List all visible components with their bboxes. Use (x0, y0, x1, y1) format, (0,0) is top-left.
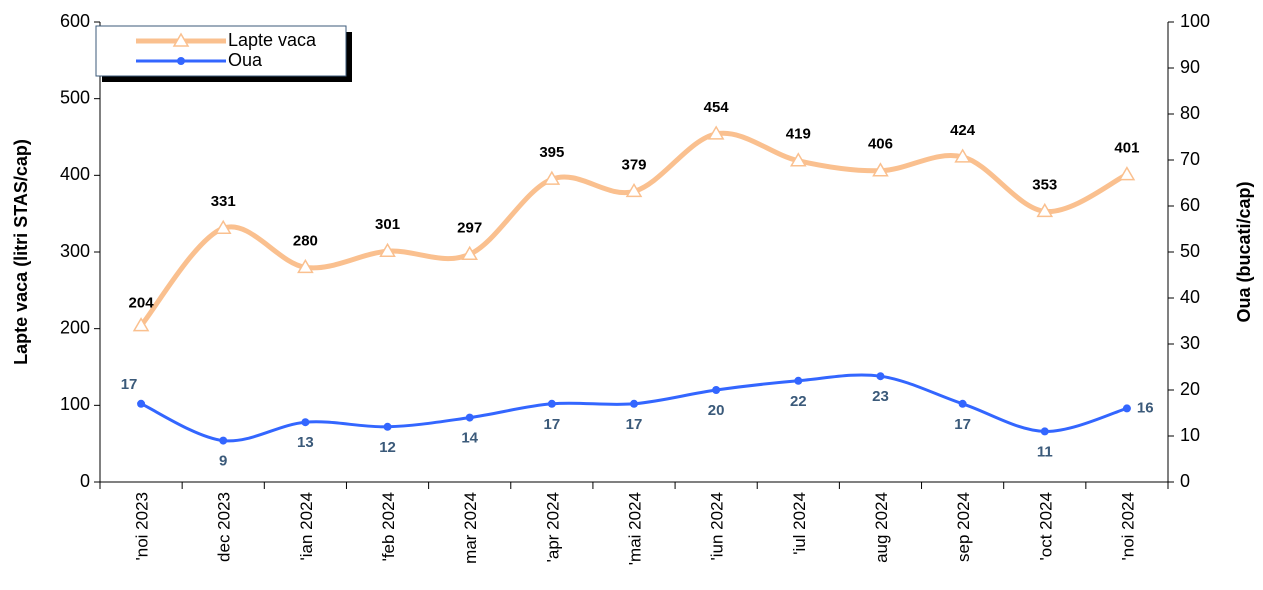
data-label: 454 (704, 99, 730, 116)
y2-tick-label: 20 (1180, 379, 1200, 399)
data-label: 353 (1032, 176, 1057, 193)
data-label: 13 (297, 434, 314, 451)
y2-axis-title: Oua (bucati/cap) (1234, 181, 1254, 322)
marker (1040, 427, 1049, 436)
data-label: 17 (626, 416, 643, 433)
y-tick-label: 600 (60, 11, 90, 31)
y2-tick-label: 70 (1180, 149, 1200, 169)
data-label: 379 (621, 156, 646, 173)
marker (1118, 166, 1136, 181)
marker (1122, 404, 1131, 413)
marker (547, 399, 556, 408)
data-label: 424 (950, 122, 976, 139)
y-tick-label: 500 (60, 87, 90, 107)
marker (132, 317, 150, 332)
legend (95, 25, 347, 77)
data-label: 419 (786, 126, 811, 143)
x-tick-label: 'noi 2024 (1118, 492, 1137, 560)
y-tick-label: 300 (60, 241, 90, 261)
marker (137, 399, 146, 408)
y-tick-label: 200 (60, 317, 90, 337)
marker (1036, 202, 1054, 218)
x-tick-label: 'iun 2024 (708, 492, 727, 560)
data-label: 297 (457, 219, 482, 236)
marker (630, 399, 638, 408)
marker (625, 182, 643, 198)
marker (379, 242, 396, 257)
x-tick-label: aug 2024 (872, 492, 891, 563)
y2-tick-label: 90 (1180, 57, 1200, 77)
marker (301, 418, 310, 427)
marker (297, 258, 314, 274)
y-tick-label: 400 (60, 164, 90, 184)
data-label: 280 (293, 232, 318, 249)
y2-tick-label: 0 (1180, 471, 1190, 491)
data-label: 23 (872, 388, 889, 405)
y2-tick-label: 60 (1180, 195, 1200, 215)
data-label: 17 (121, 376, 138, 393)
data-label: 395 (539, 144, 564, 161)
data-label: 301 (375, 216, 400, 233)
x-tick-label: dec 2023 (215, 492, 234, 562)
data-label: 12 (379, 439, 396, 456)
marker (707, 125, 725, 140)
data-label: 406 (868, 136, 893, 153)
marker (543, 170, 561, 185)
marker (383, 422, 392, 431)
marker (954, 148, 971, 163)
marker (712, 386, 721, 394)
marker (876, 372, 885, 381)
legend-marker (177, 57, 185, 65)
data-label: 9 (219, 453, 227, 470)
y2-tick-label: 10 (1180, 425, 1200, 445)
y-tick-label: 0 (80, 471, 90, 491)
data-label: 22 (790, 393, 807, 410)
data-label: 20 (708, 402, 725, 419)
data-label: 17 (954, 416, 971, 433)
y-axis-title: Lapte vaca (litri STAS/cap) (11, 139, 31, 365)
x-tick-label: sep 2024 (954, 492, 973, 562)
legend-label: Oua (228, 50, 263, 70)
x-tick-label: 'oct 2024 (1036, 492, 1055, 560)
legend-label: Lapte vaca (228, 30, 317, 50)
y2-tick-label: 40 (1180, 287, 1200, 307)
x-tick-label: 'iul 2024 (790, 492, 809, 555)
data-label: 11 (1037, 443, 1053, 460)
data-label: 401 (1114, 140, 1139, 157)
marker (872, 162, 889, 177)
x-tick-label: 'noi 2023 (133, 492, 152, 560)
marker (794, 376, 803, 385)
marker (790, 152, 807, 167)
y2-tick-label: 100 (1180, 11, 1210, 31)
x-tick-label: 'ian 2024 (297, 492, 316, 560)
legend-marker (172, 32, 190, 47)
y2-tick-label: 30 (1180, 333, 1200, 353)
data-label: 331 (211, 193, 236, 210)
marker (958, 399, 967, 408)
data-label: 17 (544, 416, 561, 433)
marker (214, 219, 232, 234)
marker (219, 436, 228, 445)
marker (461, 245, 478, 261)
data-label: 14 (461, 430, 478, 447)
data-label: 16 (1137, 399, 1154, 416)
data-label: 204 (129, 295, 155, 312)
x-tick-label: mar 2024 (461, 492, 480, 564)
y-tick-label: 100 (60, 394, 90, 414)
x-tick-label: 'mai 2024 (625, 492, 644, 565)
x-tick-label: 'apr 2024 (543, 492, 562, 562)
y2-tick-label: 50 (1180, 241, 1200, 261)
x-tick-label: 'feb 2024 (379, 492, 398, 561)
marker (465, 413, 474, 422)
y2-tick-label: 80 (1180, 103, 1200, 123)
